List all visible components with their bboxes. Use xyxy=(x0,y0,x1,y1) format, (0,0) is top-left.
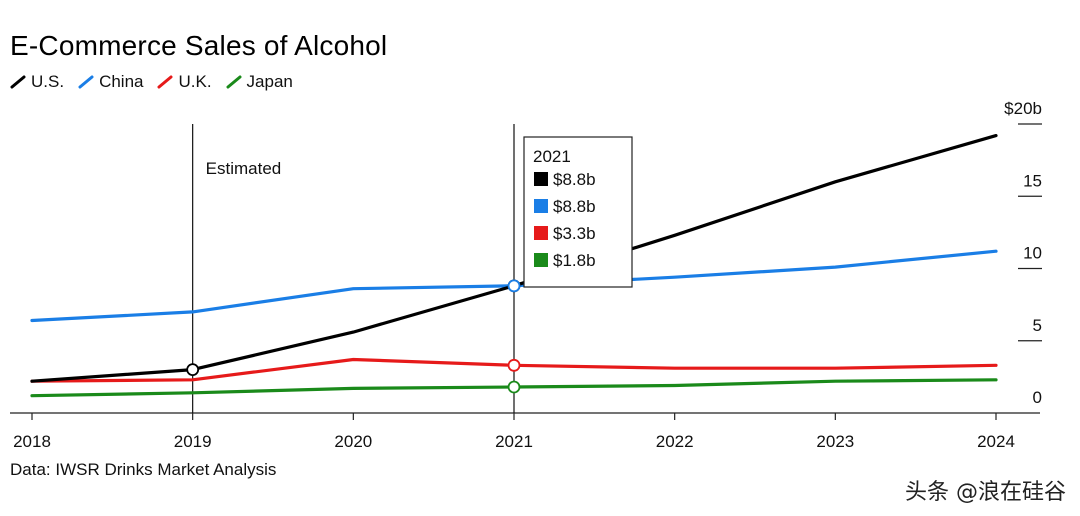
tooltip-year: 2021 xyxy=(533,147,571,166)
x-tick-label: 2023 xyxy=(816,432,854,451)
legend-item-japan: Japan xyxy=(226,72,293,92)
tooltip-swatch xyxy=(534,226,548,240)
data-point-us xyxy=(186,363,200,377)
legend-item-us: U.S. xyxy=(10,72,64,92)
tooltip-swatch xyxy=(534,199,548,213)
annotation-label: Estimated xyxy=(206,159,282,178)
y-tick-label: 15 xyxy=(1023,171,1042,190)
legend-item-uk: U.K. xyxy=(157,72,212,92)
y-tick-label: 5 xyxy=(1033,316,1042,335)
tooltip: 2021 $8.8b $8.8b $3.3b $1.8b xyxy=(523,136,633,288)
x-tick-label: 2020 xyxy=(334,432,372,451)
watermark: 头条 @浪在硅谷 xyxy=(905,480,1066,505)
legend-item-china: China xyxy=(78,72,143,92)
tooltip-value: $1.8b xyxy=(553,251,596,270)
legend-swatch-uk xyxy=(157,75,173,89)
tooltip-value: $8.8b xyxy=(553,197,596,216)
source-note: Data: IWSR Drinks Market Analysis xyxy=(10,460,277,479)
legend-label-china: China xyxy=(99,72,144,91)
x-tick-label: 2018 xyxy=(13,432,51,451)
y-tick-label: 10 xyxy=(1023,244,1042,263)
legend-label-uk: U.K. xyxy=(178,72,212,91)
legend-swatch-us xyxy=(10,75,26,89)
tooltip-value: $3.3b xyxy=(553,224,596,243)
legend: U.S. China U.K. Japan xyxy=(10,72,307,92)
tooltip-value: $8.8b xyxy=(553,170,596,189)
chart-title: E-Commerce Sales of Alcohol xyxy=(10,30,388,61)
legend-label-us: U.S. xyxy=(31,72,65,91)
legend-swatch-china xyxy=(78,75,94,89)
tooltip-swatch xyxy=(534,253,548,267)
x-tick-label: 2021 xyxy=(495,432,533,451)
x-tick-label: 2019 xyxy=(174,432,212,451)
legend-swatch-japan xyxy=(226,75,242,89)
legend-label-japan: Japan xyxy=(246,72,293,91)
y-tick-label: 0 xyxy=(1033,388,1042,407)
data-point-china xyxy=(507,279,521,293)
data-point-japan xyxy=(507,380,521,394)
x-tick-label: 2024 xyxy=(977,432,1015,451)
y-tick-label: $20b xyxy=(1004,99,1042,118)
x-tick-label: 2022 xyxy=(656,432,694,451)
data-point-uk xyxy=(507,358,521,372)
tooltip-swatch xyxy=(534,172,548,186)
